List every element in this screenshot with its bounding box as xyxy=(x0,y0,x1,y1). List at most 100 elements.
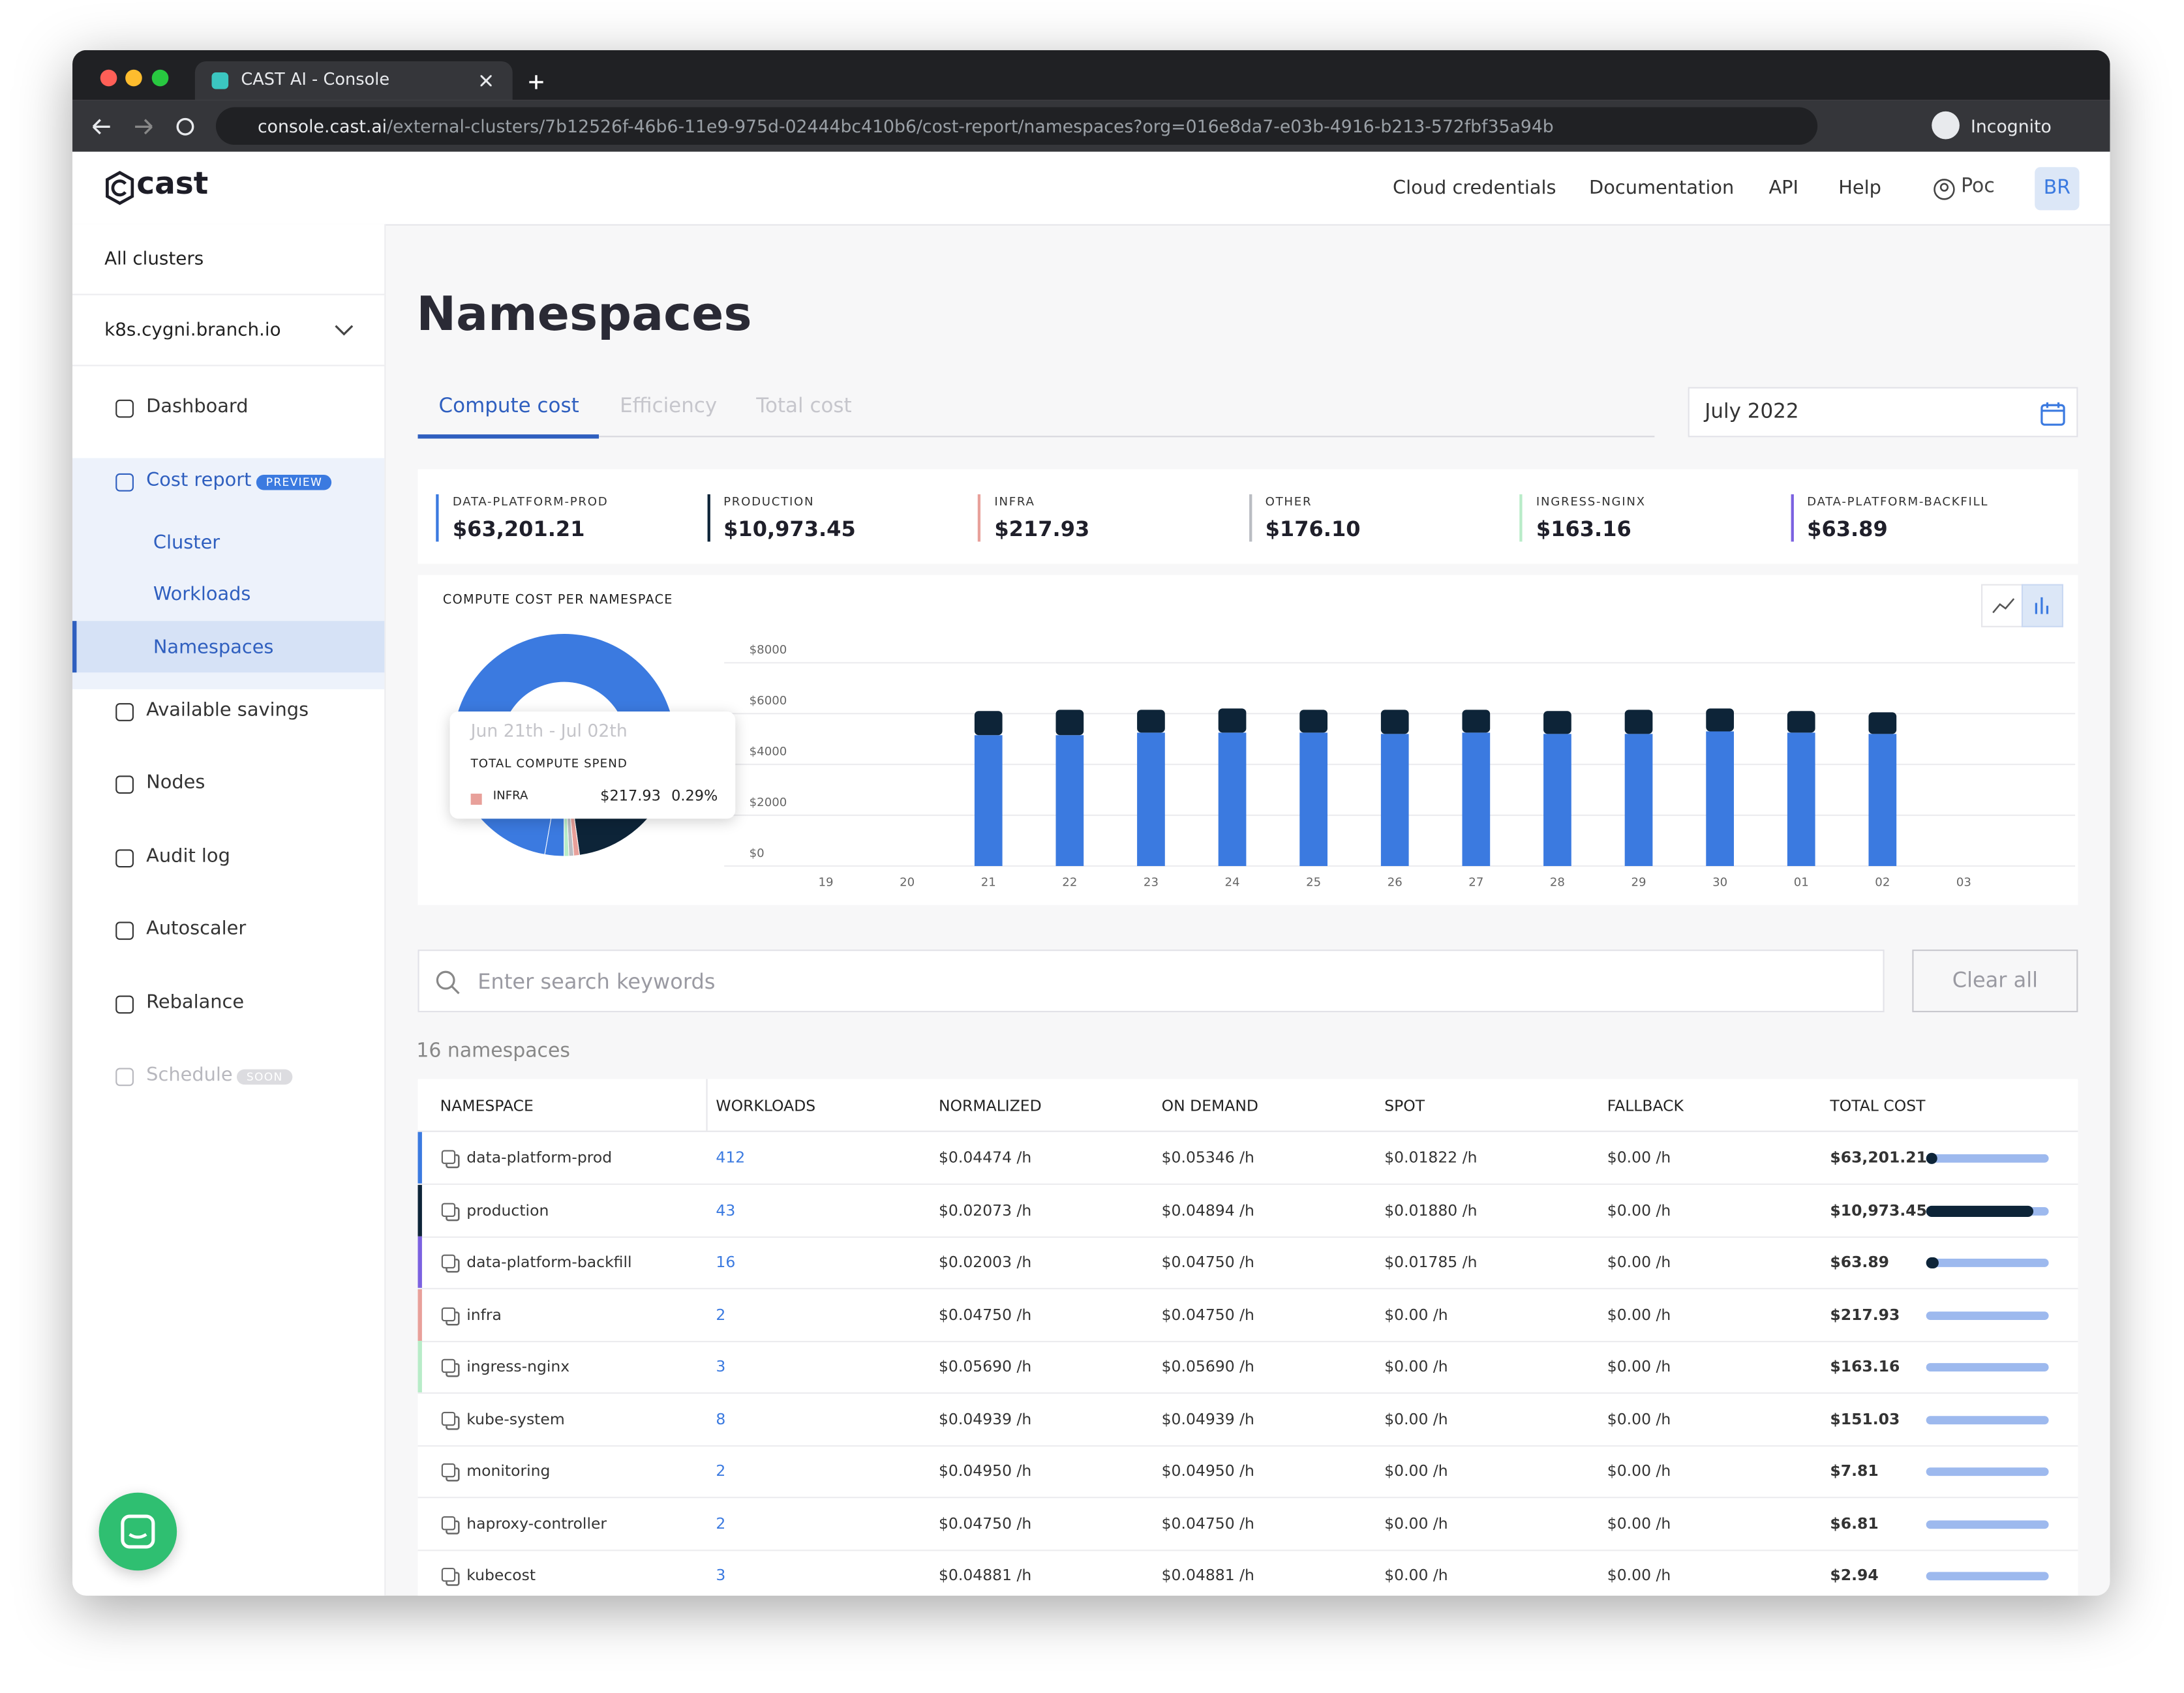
table-cell: kubecost xyxy=(466,1566,536,1585)
chat-button[interactable] xyxy=(99,1492,177,1571)
nav-item[interactable]: Autoscaler xyxy=(146,917,247,940)
address-bar[interactable]: console.cast.ai/external-clusters/7b1252… xyxy=(215,107,1818,145)
namespace-table: NAMESPACE WORKLOADS NORMALIZED ON DEMAND SPO… xyxy=(417,1079,2078,1596)
row-rule xyxy=(417,1445,2078,1446)
nav-item[interactable]: Cost report xyxy=(146,468,252,491)
summary-color-bar xyxy=(1249,494,1252,542)
nav-item[interactable]: Nodes xyxy=(146,771,205,794)
nav-active-bg xyxy=(72,620,385,672)
row-rule xyxy=(417,1497,2078,1499)
table-cell: kube-system xyxy=(466,1409,565,1428)
y-tick-label: $4000 xyxy=(750,745,787,758)
table-cell: $0.05346 /h xyxy=(1161,1148,1254,1167)
search-box[interactable]: Enter search keywords xyxy=(417,950,1885,1013)
logo-text[interactable]: cast xyxy=(136,167,209,202)
summary-value: $163.16 xyxy=(1536,517,1631,542)
table-cell[interactable]: 3 xyxy=(716,1357,726,1376)
table-cell: $0.04939 /h xyxy=(938,1409,1032,1428)
nav-icon xyxy=(115,472,134,491)
nav-link[interactable]: Documentation xyxy=(1589,177,1735,200)
table-cell: data-platform-prod xyxy=(466,1148,613,1167)
profile-label[interactable]: Incognito xyxy=(1971,115,2052,137)
tooltip-value: $217.93 xyxy=(600,788,661,805)
table-cell: $63,201.21 xyxy=(1830,1148,1927,1167)
bar-segment xyxy=(1055,735,1084,866)
nav-icon xyxy=(115,995,134,1013)
table-cell: $0.00 /h xyxy=(1607,1148,1671,1167)
avatar[interactable]: BR xyxy=(2035,167,2080,211)
copy-icon xyxy=(441,1515,456,1530)
table-cell[interactable]: 2 xyxy=(716,1305,726,1324)
summary-value: $10,973.45 xyxy=(723,517,856,542)
nav-item[interactable]: Available savings xyxy=(146,698,309,721)
table-cell[interactable]: 16 xyxy=(716,1253,736,1272)
tab-close[interactable] xyxy=(480,75,492,87)
search-icon xyxy=(436,970,460,995)
tab[interactable]: Total cost xyxy=(756,395,852,418)
date-picker[interactable]: July 2022 xyxy=(1688,387,2078,438)
bar-segment xyxy=(1137,732,1165,866)
column-header[interactable]: NAMESPACE xyxy=(440,1097,534,1116)
table-cell[interactable]: 43 xyxy=(716,1201,736,1220)
bar-segment xyxy=(1624,710,1653,734)
y-tick-label: $6000 xyxy=(750,694,787,708)
bar-segment xyxy=(1462,710,1491,733)
nav-link[interactable]: Cloud credentials xyxy=(1393,177,1556,200)
column-header[interactable]: FALLBACK xyxy=(1607,1097,1684,1116)
tab[interactable]: CAST AI - Console xyxy=(194,61,513,100)
nav-link[interactable]: Help xyxy=(1838,177,1881,200)
column-header[interactable]: ON DEMAND xyxy=(1161,1097,1259,1116)
table-cell: $0.01880 /h xyxy=(1384,1201,1478,1220)
summary-label: OTHER xyxy=(1265,496,1312,510)
nav-item[interactable]: Dashboard xyxy=(146,395,249,418)
nav-buttons[interactable] xyxy=(89,114,201,139)
table-cell: $0.00 /h xyxy=(1607,1461,1671,1480)
tab-favicon xyxy=(211,72,229,89)
cluster-select[interactable]: k8s.cygni.branch.io xyxy=(104,320,281,342)
user-name[interactable]: Poc xyxy=(1961,175,1995,198)
nav-item[interactable]: Rebalance xyxy=(146,991,245,1013)
nav-icon xyxy=(115,775,134,794)
column-header[interactable]: TOTAL COST xyxy=(1830,1097,1926,1116)
clear-all-button[interactable]: Clear all xyxy=(1912,950,2078,1013)
table-cell: $10,973.45 xyxy=(1830,1201,1927,1220)
nav-item[interactable]: Audit log xyxy=(146,844,230,867)
x-tick-label: 26 xyxy=(1388,876,1403,890)
nav-link[interactable]: API xyxy=(1768,177,1799,200)
x-tick-label: 30 xyxy=(1712,876,1727,890)
divider xyxy=(72,365,385,367)
table-cell: $0.04881 /h xyxy=(938,1566,1032,1585)
table-cell[interactable]: 2 xyxy=(716,1461,726,1480)
x-tick-label: 03 xyxy=(1956,876,1971,890)
bar-segment xyxy=(1299,710,1327,733)
bar-icon xyxy=(2035,597,2049,614)
tab[interactable]: Efficiency xyxy=(620,395,718,418)
tab-title: CAST AI - Console xyxy=(241,69,390,89)
bar-segment xyxy=(1218,732,1247,866)
cost-bar xyxy=(1926,1467,2049,1476)
table-cell[interactable]: 2 xyxy=(716,1514,726,1533)
nav-subitem[interactable]: Namespaces xyxy=(153,635,274,658)
toolbar: console.cast.ai/external-clusters/7b1252… xyxy=(72,100,2110,152)
all-clusters-link[interactable]: All clusters xyxy=(104,249,204,271)
bar-segment xyxy=(1543,734,1571,866)
namespace-count: 16 namespaces xyxy=(416,1040,570,1063)
table-cell[interactable]: 412 xyxy=(716,1148,746,1167)
copy-icon xyxy=(441,1150,456,1164)
table-cell[interactable]: 3 xyxy=(716,1566,726,1585)
column-header[interactable]: WORKLOADS xyxy=(716,1097,816,1116)
chart-title: COMPUTE COST PER NAMESPACE xyxy=(443,592,673,607)
tab[interactable]: Compute cost xyxy=(438,395,579,418)
table-cell: $0.00 /h xyxy=(1607,1357,1671,1376)
table-cell: data-platform-backfill xyxy=(466,1253,632,1272)
table-cell[interactable]: 8 xyxy=(716,1409,726,1428)
copy-icon xyxy=(441,1358,456,1373)
summary-color-bar xyxy=(1790,494,1793,542)
nav-subitem[interactable]: Workloads xyxy=(153,583,251,606)
x-tick-label: 20 xyxy=(900,876,915,890)
column-header[interactable]: NORMALIZED xyxy=(938,1097,1042,1116)
window-controls xyxy=(100,69,543,89)
column-header[interactable]: SPOT xyxy=(1384,1097,1425,1116)
nav-subitem[interactable]: Cluster xyxy=(153,531,220,554)
cost-bar-spot xyxy=(1926,1152,1937,1164)
